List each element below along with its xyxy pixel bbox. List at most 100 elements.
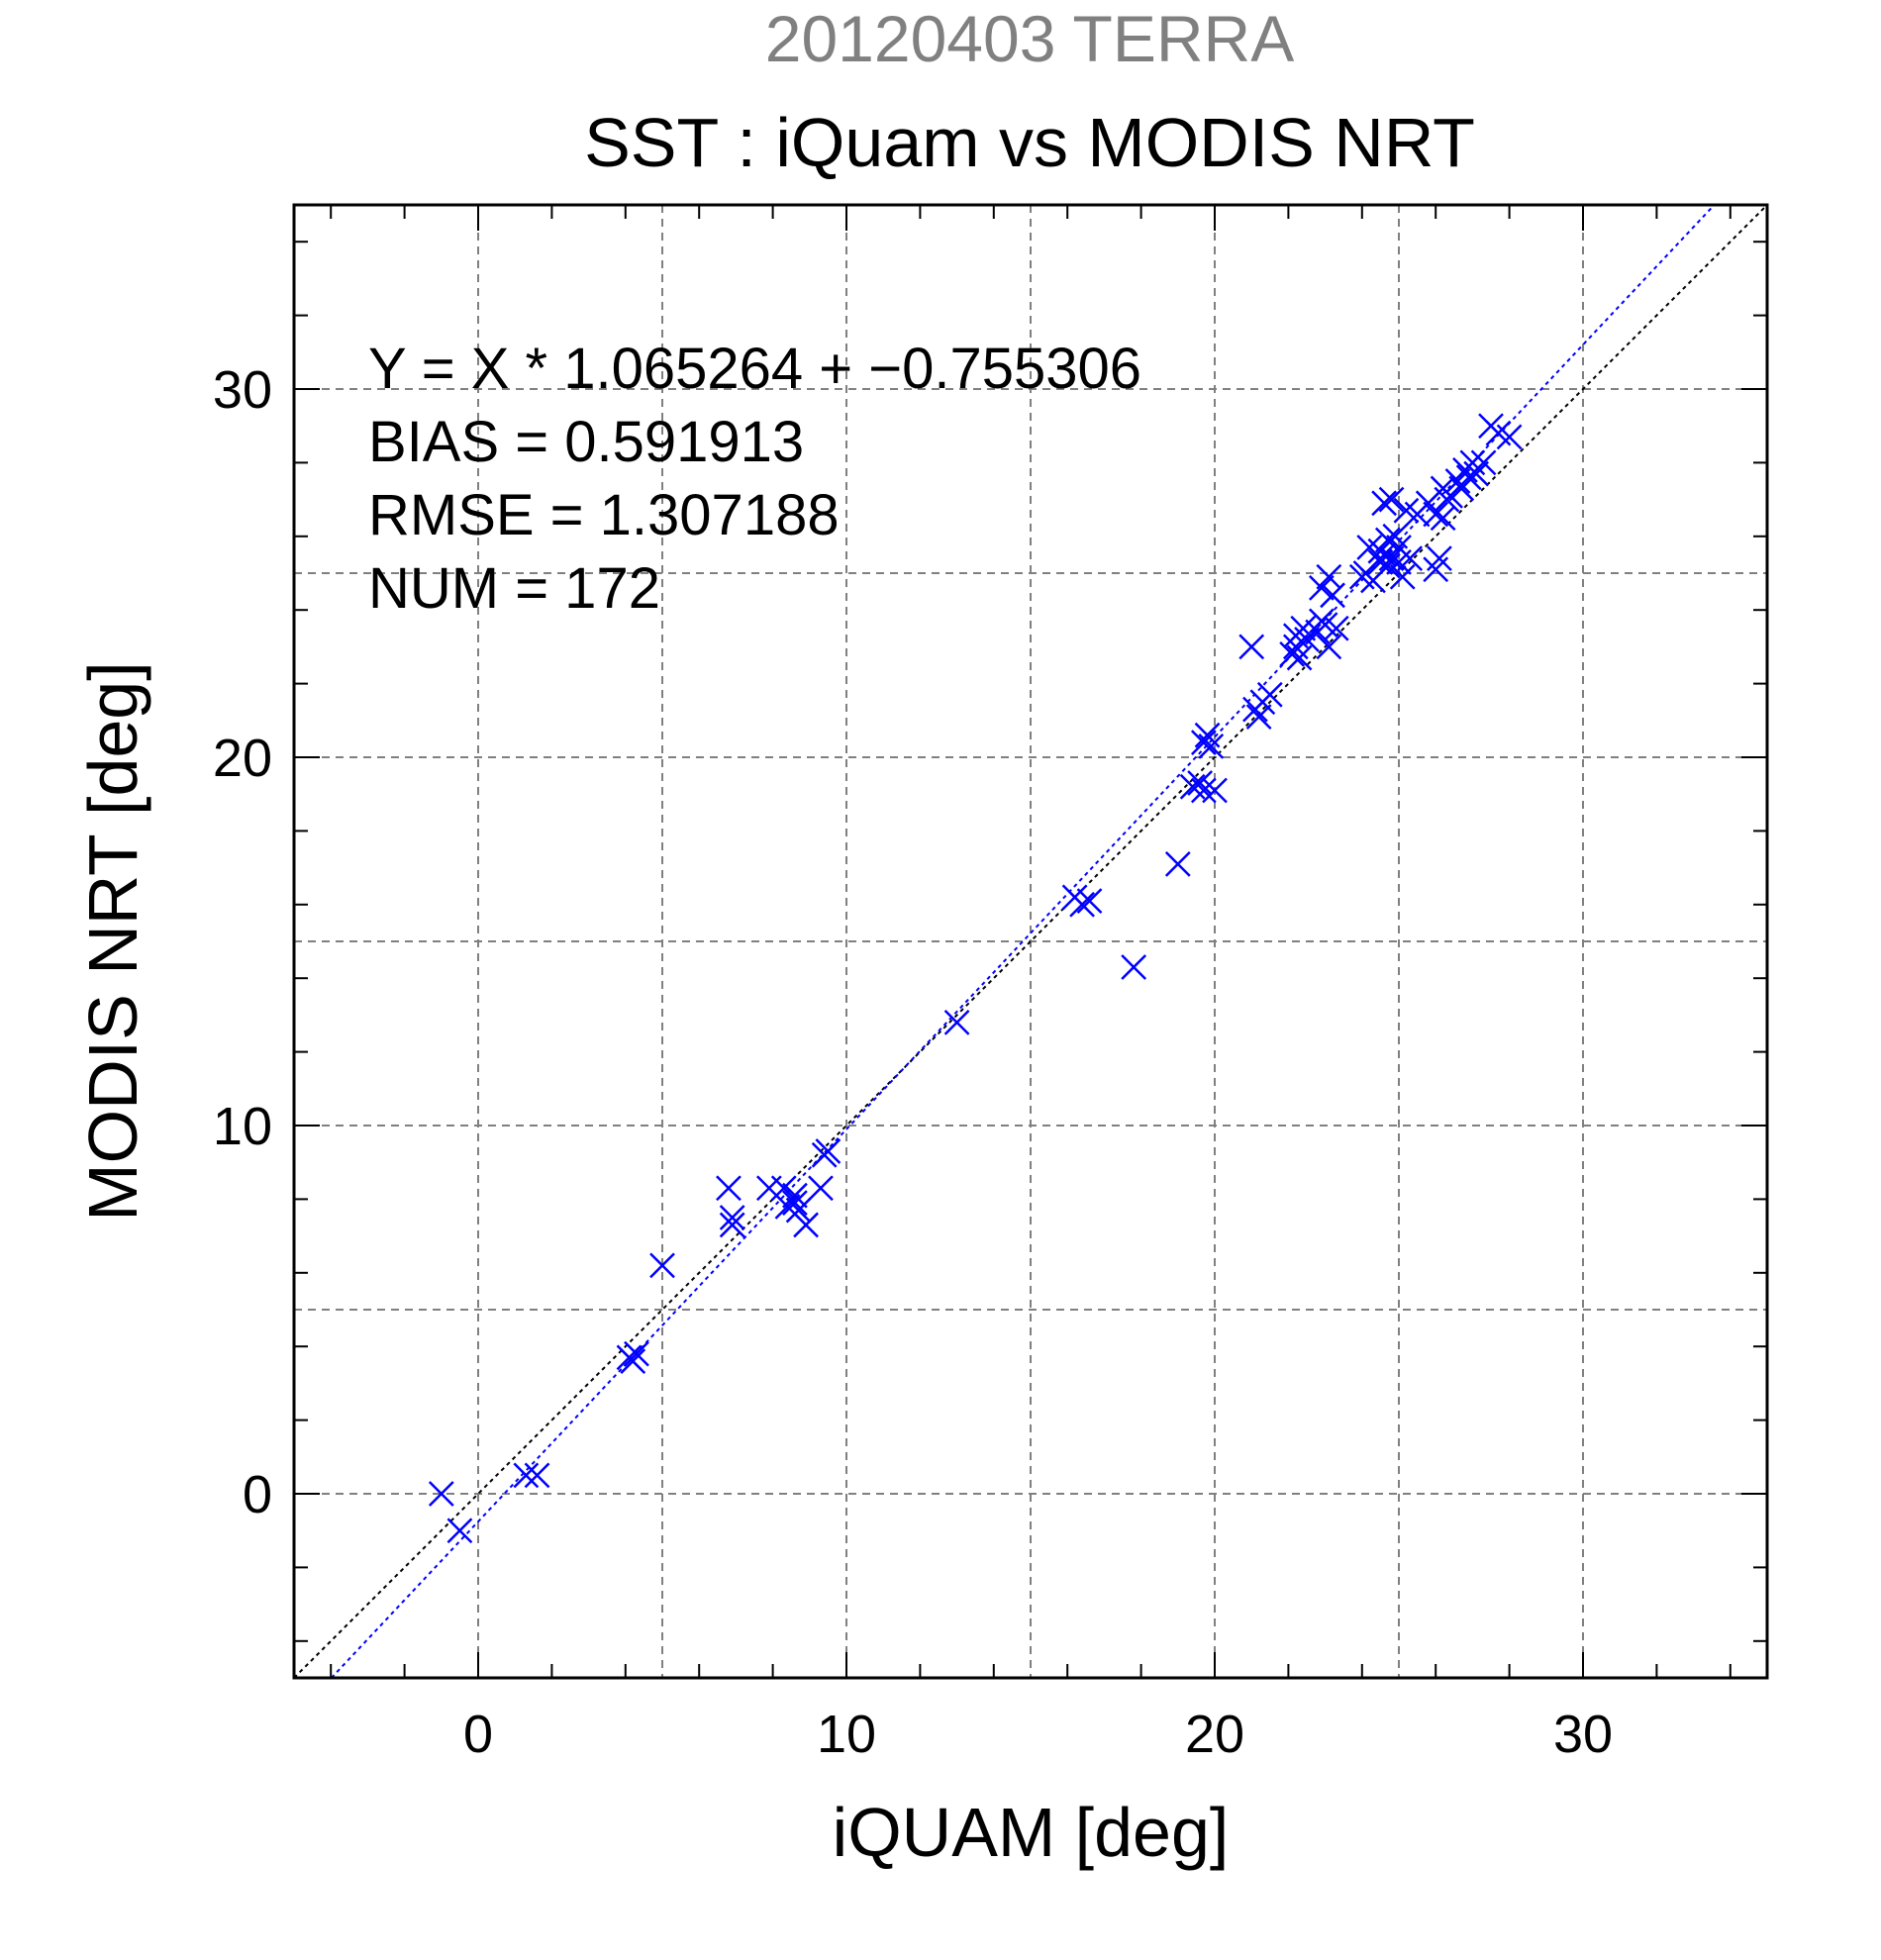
data-point [782,1190,808,1217]
data-point [649,1252,675,1279]
data-point-stroke [782,1182,808,1209]
data-point-stroke [1378,545,1405,572]
y-tick-label: 0 [243,1465,272,1524]
data-point-stroke [1463,460,1490,487]
data-point-stroke [1470,449,1497,476]
y-tick-label: 10 [213,1097,272,1156]
data-point [782,1182,808,1209]
data-point [1378,545,1405,572]
data-point-stroke [782,1190,808,1217]
data-point-stroke [1485,420,1512,446]
data-point-stroke [1389,563,1416,590]
data-point-stroke [1427,545,1452,572]
data-point [1427,545,1452,572]
y-tick-label: 30 [213,360,272,420]
stats-box: Y = X * 1.065264 + −0.755306 BIAS = 0.59… [368,337,1141,621]
data-point [1316,634,1342,660]
data-point [1378,486,1405,513]
data-point-stroke [1397,545,1424,572]
data-point-stroke [719,1212,745,1238]
data-point-stroke [1371,490,1398,517]
data-point-stroke [1282,634,1309,660]
data-point-stroke [1290,615,1317,641]
data-point-stroke [1190,777,1217,804]
data-point-stroke [1382,523,1409,549]
data-point-stroke [428,1481,454,1507]
data-point-stroke [1320,582,1345,609]
data-point-stroke [815,1138,842,1164]
data-point-stroke [649,1252,675,1279]
data-point [1320,582,1345,609]
data-point-stroke [774,1193,801,1220]
data-point-stroke [1256,681,1283,708]
data-point [1164,850,1191,877]
data-point-stroke [1190,730,1217,756]
data-point [1290,615,1317,641]
data-point-stroke [1393,497,1420,524]
data-point-stroke [1286,644,1313,671]
data-point-stroke [1076,888,1103,914]
data-point-stroke [1312,612,1338,637]
chart-supertitle: 20120403 TERRA [765,2,1294,75]
data-point-stroke [1308,574,1335,601]
data-point [1286,644,1313,671]
data-point [1256,681,1283,708]
data-point-stroke [1198,733,1225,759]
grid-lines [294,205,1767,1678]
data-point [428,1481,454,1507]
x-tick-label: 30 [1553,1705,1613,1764]
one-to-one-line-path [293,204,1768,1679]
data-point [1389,563,1416,590]
plot-frame [292,203,1769,1680]
data-point-stroke [1323,615,1349,641]
data-point [815,1138,842,1164]
one-to-one-line [293,204,1768,1679]
data-point [785,1197,812,1224]
data-point [1470,449,1497,476]
data-point-stroke [513,1462,540,1489]
data-points [428,413,1523,1544]
data-point-stroke [624,1340,649,1367]
data-point [1308,574,1335,601]
data-point-stroke [1069,891,1095,918]
data-point [1374,527,1401,553]
data-point-stroke [620,1348,646,1374]
data-point [943,1009,970,1035]
stats-num: NUM = 172 [368,556,660,621]
stats-rmse: RMSE = 1.307188 [368,483,840,547]
data-point-stroke [1496,424,1523,450]
data-point [446,1518,473,1544]
data-point [1198,733,1225,759]
data-point [620,1348,646,1374]
data-point [524,1462,550,1489]
data-point [513,1462,540,1489]
data-point-stroke [1316,634,1342,660]
data-point [1463,460,1490,487]
data-point-stroke [943,1009,970,1035]
data-point [1245,704,1272,730]
data-point-stroke [1430,505,1456,532]
stats-bias: BIAS = 0.591913 [368,410,804,474]
data-point-stroke [1371,541,1398,568]
data-point-stroke [1164,850,1191,877]
data-point [808,1175,834,1202]
data-point-stroke [1121,954,1147,980]
data-point [624,1340,649,1367]
data-point [1187,770,1214,796]
data-point [1323,615,1349,641]
data-point [1202,777,1228,804]
data-point-stroke [1179,773,1206,800]
data-point [719,1212,745,1238]
data-point-stroke [1238,634,1265,660]
data-point [719,1205,745,1230]
x-tick-label: 20 [1185,1705,1244,1764]
data-point-stroke [719,1205,745,1230]
data-point-stroke [793,1212,819,1238]
data-point-stroke [1356,535,1383,560]
data-point-stroke [808,1175,834,1202]
data-point-stroke [1378,486,1405,513]
data-point-stroke [1194,722,1221,748]
data-point [793,1212,819,1238]
data-point [1423,501,1449,528]
y-axis-label: MODIS NRT [deg] [74,661,151,1221]
